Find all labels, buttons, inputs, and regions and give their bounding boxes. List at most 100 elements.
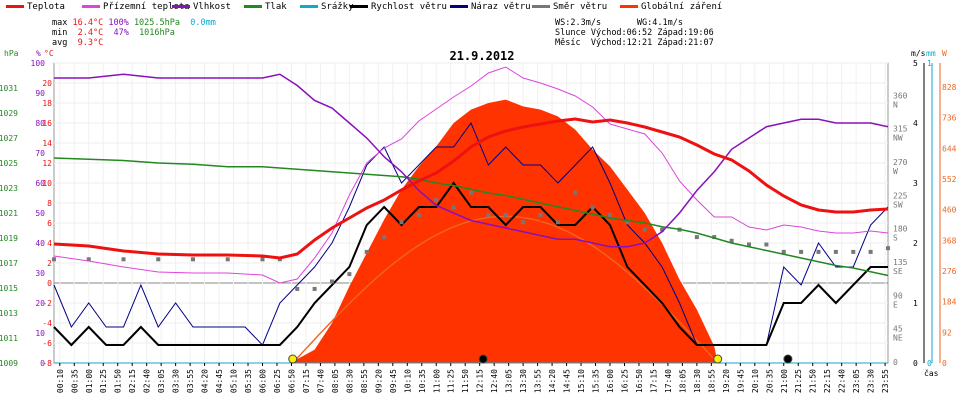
wind-direction-point [330,279,334,284]
stats-max-hum: 100% [108,18,129,28]
legend-swatch [532,5,550,8]
wind-direction-point [521,220,526,225]
legend-swatch [172,5,190,8]
pressure-tick: 1015 [0,284,18,293]
direction-tick: 0 [893,358,898,367]
radiation-area [290,99,718,364]
stats-min-temp: 2.4°C [77,28,104,38]
wind-direction-point [364,249,369,254]
humidity-tick: 30 [35,269,45,278]
x-tick-label: 11:25 [447,369,456,393]
stats-min-press: 1016hPa [139,28,175,38]
x-tick-label: 00:35 [70,369,79,393]
wind-direction-point [416,212,421,217]
legend-item: Rychlost větru [350,2,447,12]
x-tick-label: 16:50 [635,369,644,393]
x-tick-label: 14:45 [563,369,572,393]
pressure-tick: 1021 [0,209,18,218]
x-tick-label: 15:10 [577,369,586,393]
humidity-tick: 40 [35,239,45,248]
legend-item: Teplota [6,2,65,12]
temperature-tick: 20 [42,79,52,88]
wind-direction-point [816,249,821,254]
stats-min-hum: 47% [113,28,129,38]
x-tick-label: 05:35 [244,369,253,393]
direction-tick: 90 [893,291,903,300]
wind-speed-tick: 0 [913,359,918,368]
x-tick-label: 03:30 [172,369,181,393]
wind-speed-tick: 5 [913,59,918,68]
sunrise-marker [288,354,298,364]
radiation-tick: 276 [942,267,957,276]
pressure-line [53,157,889,277]
moon-set: Západ:21:07 [657,38,714,48]
direction-tick-label: SW [893,200,903,209]
x-tick-label: 21:25 [794,369,803,393]
wind-direction-point [191,257,195,262]
temperature-tick: -4 [42,319,52,328]
temperature-unit: °C [44,49,54,58]
legend-label: Tlak [265,2,287,12]
wind-direction-point [399,220,404,225]
x-tick-label: 21:00 [780,369,789,393]
x-tick-label: 23:55 [881,369,890,393]
pressure-tick: 1023 [0,184,18,193]
moon-rise: Východ:12:21 [590,38,653,48]
humidity-line [54,73,889,248]
x-tick-label: 07:15 [302,369,311,393]
legend-label: Směr větru [553,2,608,12]
direction-tick-label: NE [893,334,903,343]
pressure-unit: hPa [4,49,19,58]
pressure-tick: 1031 [0,84,18,93]
wind-direction-point [764,242,769,247]
x-tick-label: 18:55 [707,369,716,393]
sunset-marker [713,354,723,364]
wind-direction-point [886,246,890,251]
x-tick-label: 15:35 [592,369,601,393]
humidity-unit: % [36,49,41,58]
temperature-line [53,117,889,260]
x-tick-label: 03:05 [157,369,166,393]
radiation-tick: 460 [942,206,957,215]
x-tick-label: 06:50 [287,369,296,393]
wind-direction-point [312,286,317,291]
temperature-tick: 6 [47,219,52,228]
temperature-tick: 12 [42,159,52,168]
wind-direction-point [694,235,699,240]
wind-direction-point [469,190,473,195]
wind-direction-point [52,257,56,262]
wind-direction-point [156,257,161,262]
sun-rise: Východ:06:52 [590,28,653,38]
x-tick-label: 13:55 [534,369,543,393]
wind-speed-line [53,181,888,347]
wind-direction-point [608,212,612,217]
x-tick-label: 06:25 [273,369,282,393]
ground-temp-line [53,66,889,284]
legend-label: Globální záření [641,2,723,12]
humidity-tick: 20 [35,299,45,308]
temperature-tick: 14 [42,139,52,148]
x-tick-label: 13:30 [519,369,528,393]
x-tick-label: 01:50 [114,369,123,393]
x-tick-label: 06:00 [259,369,268,393]
stats-avg-temp: 9.3°C [77,38,104,48]
x-axis-label: čas [924,368,939,378]
x-tick-label: 16:00 [606,369,615,393]
x-tick-label: 10:35 [418,369,427,393]
radiation-tick: 828 [942,83,957,92]
temperature-tick: 2 [47,259,52,268]
legend-item: Přízemní teplota [82,2,190,12]
wind-direction-point [573,190,578,195]
ws-info: WS:2.3m/s [555,18,602,28]
temperature-tick: 18 [42,99,52,108]
x-tick-label: 04:45 [215,369,224,393]
legend-label: Vlhkost [193,2,231,12]
legend-item: Směr větru [532,2,607,12]
direction-tick-label: SE [893,267,903,276]
stats-max-label: max [52,18,68,28]
wind-direction-point [712,235,717,240]
direction-tick: 135 [893,258,908,267]
sun-label: Slunce [555,28,586,38]
x-tick-label: 18:30 [693,369,702,393]
